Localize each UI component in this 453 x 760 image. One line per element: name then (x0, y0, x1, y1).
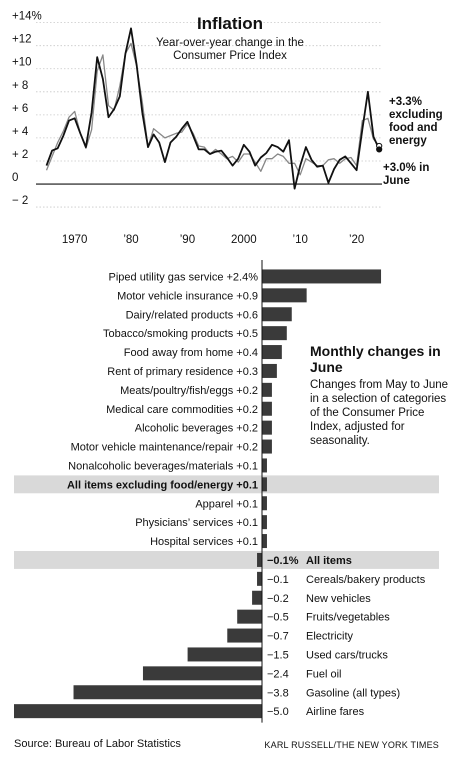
bar (257, 571, 262, 586)
bar (262, 345, 282, 360)
bar-category-label: Hospital services +0.1 (150, 536, 258, 548)
bar (262, 382, 272, 397)
x-tick-label: ’90 (180, 234, 195, 246)
bar-category-label: Apparel +0.1 (195, 498, 258, 510)
bar-category-label: Physicians’ services +0.1 (135, 517, 258, 529)
bar-chart-title: Monthly changes in June (310, 343, 441, 375)
bar (262, 326, 287, 341)
bar-category-label: Gasoline (all types) (306, 687, 400, 699)
bar (73, 685, 263, 700)
bar (142, 666, 262, 681)
inflation-chart-title: Inflation (196, 14, 264, 33)
bar (187, 647, 262, 662)
bar-value-label: −1.5 (267, 649, 289, 661)
x-tick-label: ’80 (123, 234, 138, 246)
bar-category-label: Electricity (306, 631, 354, 643)
inflation-chart-subtitle: Year-over-year change in the Consumer Pr… (156, 37, 304, 62)
bar-value-label: −0.1% (267, 555, 299, 567)
bar-category-label: Rent of primary residence +0.3 (107, 366, 258, 378)
bar-labels: Piped utility gas service +2.4% Motor veh… (67, 271, 426, 718)
bar-category-label: Food away from home +0.4 (124, 347, 258, 359)
highlight-band (14, 475, 439, 494)
bar (252, 590, 262, 605)
bar-value-label: −5.0 (267, 706, 289, 718)
bar (14, 704, 262, 719)
y-tick-label: + 2 (12, 149, 28, 161)
inflation-series-lines (45, 27, 381, 190)
bar-category-label: Motor vehicle maintenance/repair +0.2 (71, 442, 258, 454)
bar-category-label: Fruits/vegetables (306, 612, 390, 624)
bar-category-label: Meats/poultry/fish/eggs +0.2 (120, 385, 258, 397)
chart-gridlines (36, 22, 382, 208)
bar (262, 269, 382, 284)
bar-category-label: Tobacco/smoking products +0.5 (103, 328, 258, 340)
y-tick-label: 0 (12, 172, 18, 184)
bar-category-label: Alcoholic beverages +0.2 (135, 423, 258, 435)
bar (262, 363, 277, 378)
x-axis-tick-labels: 1970 ’80 ’90 2000 ’10 ’20 (62, 234, 364, 246)
bar-value-label: −0.5 (267, 612, 289, 624)
x-tick-label: ’10 (293, 234, 308, 246)
series-end-point (376, 146, 383, 153)
bar (262, 439, 272, 454)
bar (262, 307, 292, 322)
bar (262, 458, 267, 473)
y-tick-label: +10 (12, 57, 32, 69)
bar-category-label: All items (306, 555, 352, 567)
bar-category-label: Nonalcoholic beverages/materials +0.1 (68, 460, 258, 472)
bar-category-label: Cereals/bakery products (306, 574, 426, 586)
source-note: Source: Bureau of Labor Statistics (14, 738, 181, 750)
credit-line: KARL RUSSELL/THE NEW YORK TIMES (264, 740, 439, 750)
bar (262, 288, 307, 303)
monthly-changes-bar-chart: Piped utility gas service +2.4% Motor veh… (14, 260, 439, 723)
series-line-core (45, 42, 380, 176)
bar-category-label: Motor vehicle insurance +0.9 (117, 290, 258, 302)
y-tick-label: − 2 (12, 195, 28, 207)
bar-category-label: Piped utility gas service +2.4% (109, 271, 259, 283)
y-tick-label: +14% (12, 11, 42, 23)
y-tick-label: + 8 (12, 80, 28, 92)
bar-category-label: Used cars/trucks (306, 649, 388, 661)
bar-category-label: Medical care commodities +0.2 (106, 404, 258, 416)
bar-value-label: −3.8 (267, 687, 289, 699)
bar (257, 552, 262, 567)
bar (262, 534, 267, 549)
bar (262, 420, 272, 435)
series-end-points (376, 142, 383, 153)
bar-chart-description: Changes from May to June in a selection … (310, 379, 449, 447)
y-axis-tick-labels: +14% +12 +10 + 8 + 6 + 4 + 2 0 − 2 (12, 11, 42, 207)
bar (262, 477, 267, 492)
highlight-band (14, 551, 439, 569)
bars (14, 269, 382, 719)
x-tick-label: ’20 (349, 234, 364, 246)
bar-value-label: −2.4 (267, 668, 289, 680)
y-tick-label: +12 (12, 34, 32, 46)
bar (227, 628, 262, 643)
x-tick-label: 2000 (231, 234, 257, 246)
bar (262, 496, 267, 511)
bar-value-label: −0.1 (267, 574, 289, 586)
bar (237, 609, 262, 624)
bar-category-label: Dairy/related products +0.6 (126, 309, 258, 321)
bar-value-label: −0.2 (267, 593, 289, 605)
bar-category-label: New vehicles (306, 593, 371, 605)
x-tick-label: 1970 (62, 234, 88, 246)
y-tick-label: + 6 (12, 103, 28, 115)
inflation-line-chart: +14% +12 +10 + 8 + 6 + 4 + 2 0 − 2 1970 ’80 ’90 200… (12, 11, 383, 246)
bar (262, 401, 272, 416)
bar-value-label: −0.7 (267, 631, 289, 643)
bar (262, 515, 267, 530)
annotation-core-inflation: +3.3% excluding food and energy (389, 96, 443, 147)
bar-category-label: Airline fares (306, 706, 365, 718)
highlight-bands (14, 475, 439, 569)
bar-category-label: All items excluding food/energy +0.1 (67, 479, 258, 491)
y-tick-label: + 4 (12, 126, 29, 138)
bar-category-label: Fuel oil (306, 668, 341, 680)
annotation-headline-inflation: +3.0% in June (383, 162, 430, 187)
series-line-all-items (45, 27, 381, 190)
